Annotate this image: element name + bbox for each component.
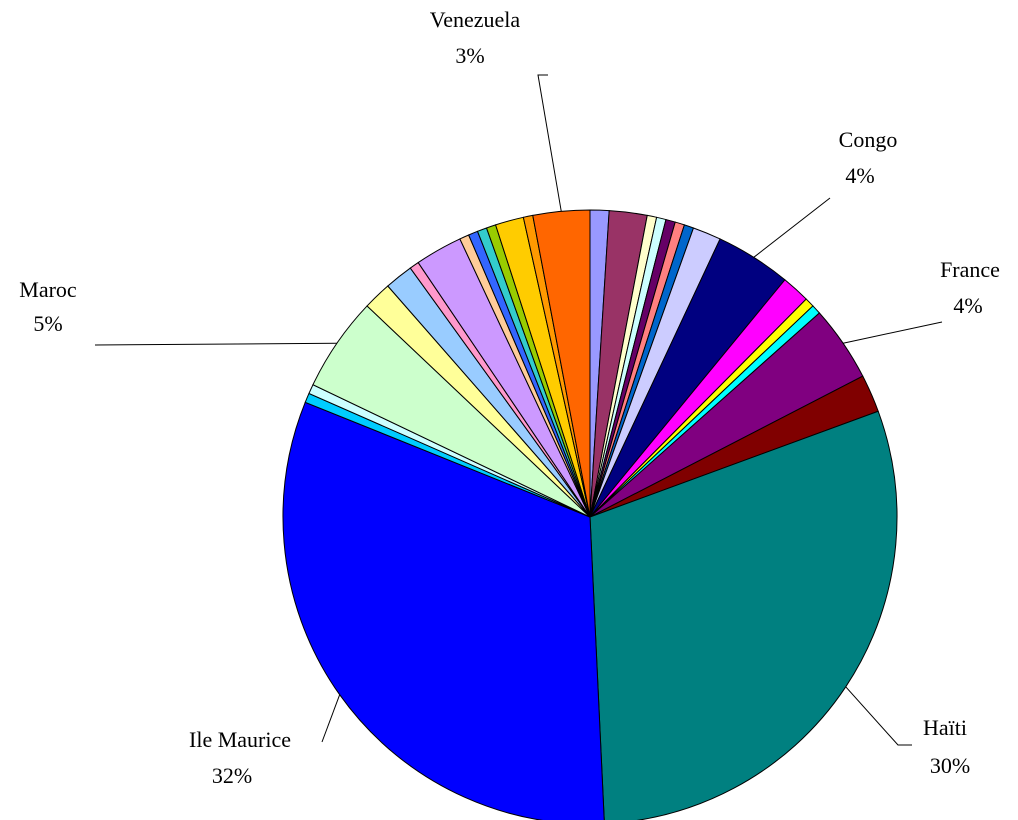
slice-label: Congo — [839, 127, 898, 152]
slice-value-label: 30% — [930, 753, 970, 778]
leader-line — [321, 694, 341, 743]
leader-line — [845, 686, 912, 746]
leader-line — [537, 74, 562, 212]
pie-slice — [532, 209, 591, 518]
slice-value-label: 32% — [212, 763, 252, 788]
leader-line — [753, 197, 831, 258]
slice-value-label: 5% — [33, 311, 62, 336]
slice-label: France — [940, 257, 1000, 282]
slice-label: Haïti — [923, 715, 967, 740]
slice-value-label: 4% — [845, 163, 874, 188]
leader-line — [842, 321, 943, 344]
slice-label: Maroc — [19, 277, 77, 302]
slice-label: Venezuela — [430, 7, 521, 32]
slice-label: Ile Maurice — [189, 727, 291, 752]
slice-value-label: 4% — [953, 293, 982, 318]
pie-slice — [282, 401, 605, 820]
leader-line — [94, 342, 337, 346]
slice-value-label: 3% — [455, 43, 484, 68]
